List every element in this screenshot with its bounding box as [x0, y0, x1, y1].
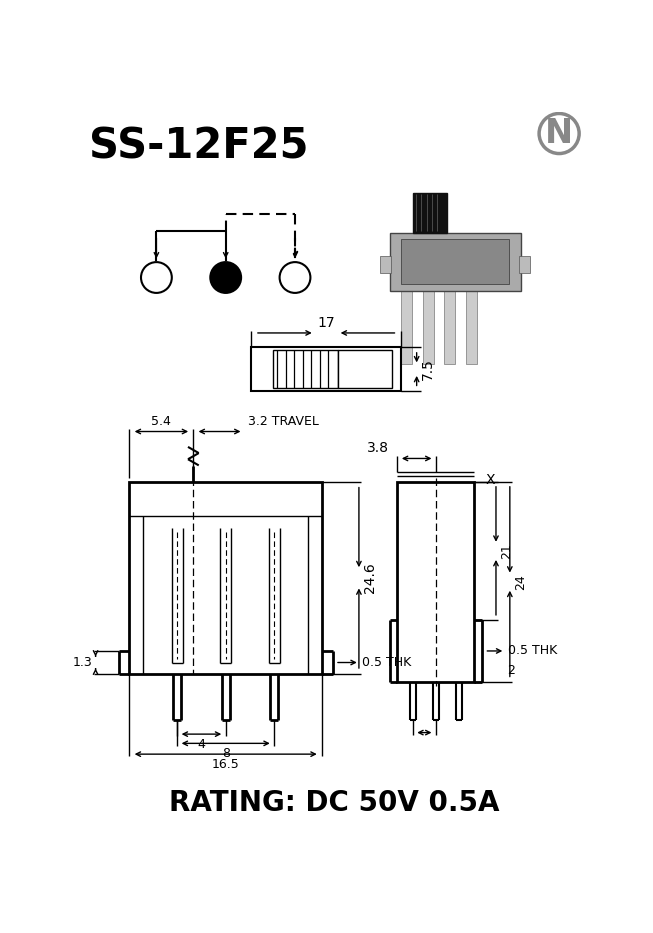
Circle shape [210, 262, 241, 293]
Bar [273, 350, 338, 388]
Text: 0.5 THK: 0.5 THK [507, 645, 557, 658]
Text: 3.8: 3.8 [367, 441, 389, 455]
Bar [251, 347, 401, 392]
Bar [466, 290, 477, 364]
Text: 1.3: 1.3 [72, 656, 93, 669]
Bar [398, 481, 475, 682]
Text: 4: 4 [197, 738, 206, 751]
Text: 2: 2 [507, 663, 515, 676]
Bar [519, 256, 530, 272]
Text: X: X [486, 473, 496, 487]
Bar [338, 350, 392, 388]
Bar [401, 239, 509, 285]
Text: RATING: DC 50V 0.5A: RATING: DC 50V 0.5A [169, 789, 500, 817]
Text: 3.2 TRAVEL: 3.2 TRAVEL [248, 415, 319, 428]
Text: 17: 17 [317, 316, 335, 330]
Text: 0.5 THK: 0.5 THK [362, 656, 411, 669]
Text: N: N [545, 117, 573, 150]
Bar [381, 256, 391, 272]
Bar [401, 290, 412, 364]
Bar [423, 290, 434, 364]
Text: SS-12F25: SS-12F25 [89, 126, 309, 168]
Text: 24.6: 24.6 [363, 563, 377, 593]
Text: 7.5: 7.5 [421, 358, 436, 380]
Bar [129, 481, 322, 674]
Text: 24: 24 [514, 574, 527, 590]
Text: 8: 8 [222, 747, 230, 760]
Bar [445, 290, 455, 364]
Bar [413, 193, 447, 233]
Text: 5.4: 5.4 [151, 415, 171, 428]
Bar [390, 233, 520, 290]
Text: 21: 21 [500, 543, 513, 559]
Text: 16.5: 16.5 [212, 758, 240, 771]
